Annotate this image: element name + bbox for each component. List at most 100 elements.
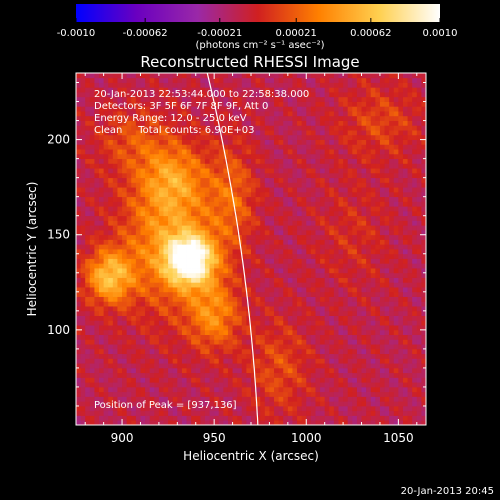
- heatmap-cell: [251, 96, 257, 102]
- heatmap-cell: [80, 163, 86, 169]
- heatmap-cell: [76, 158, 82, 164]
- heatmap-cell: [264, 405, 270, 412]
- heatmap-cell: [117, 73, 123, 79]
- heatmap-cell: [375, 144, 381, 150]
- heatmap-cell: [145, 296, 151, 302]
- heatmap-cell: [149, 130, 155, 136]
- heatmap-cell: [347, 220, 353, 226]
- heatmap-cell: [283, 320, 289, 326]
- heatmap-cell: [333, 96, 339, 102]
- heatmap-cell: [154, 401, 160, 407]
- heatmap-cell: [89, 296, 95, 302]
- heatmap-cell: [278, 187, 284, 193]
- heatmap-cell: [200, 415, 206, 421]
- heatmap-cell: [370, 149, 376, 155]
- heatmap-cell: [352, 130, 358, 136]
- heatmap-cell: [117, 244, 123, 250]
- heatmap-cell: [214, 144, 220, 150]
- heatmap-cell: [283, 163, 289, 169]
- heatmap-cell: [131, 191, 137, 198]
- heatmap-cell: [122, 358, 128, 364]
- heatmap-cell: [278, 301, 284, 307]
- heatmap-cell: [370, 196, 376, 202]
- heatmap-cell: [274, 87, 280, 93]
- heatmap-cell: [278, 291, 284, 297]
- heatmap-cell: [324, 377, 330, 383]
- heatmap-cell: [140, 134, 146, 140]
- heatmap-cell: [94, 363, 100, 369]
- heatmap-cell: [214, 92, 220, 98]
- heatmap-cell: [246, 301, 252, 307]
- heatmap-cell: [163, 115, 169, 121]
- heatmap-cell: [154, 272, 160, 278]
- heatmap-cell: [135, 353, 141, 359]
- heatmap-cell: [264, 82, 270, 88]
- heatmap-cell: [320, 367, 326, 374]
- heatmap-cell: [269, 196, 275, 202]
- heatmap-cell: [366, 125, 372, 131]
- heatmap-cell: [223, 239, 229, 245]
- heatmap-cell: [260, 401, 266, 407]
- heatmap-cell: [343, 187, 349, 193]
- heatmap-cell: [255, 391, 261, 397]
- heatmap-cell: [237, 177, 243, 183]
- heatmap-cell: [99, 268, 105, 274]
- heatmap-cell: [103, 344, 109, 350]
- heatmap-cell: [145, 291, 151, 297]
- heatmap-cell: [204, 149, 210, 155]
- heatmap-cell: [76, 153, 82, 160]
- heatmap-cell: [352, 101, 358, 107]
- heatmap-cell: [370, 115, 376, 121]
- heatmap-cell: [149, 168, 155, 174]
- heatmap-cell: [126, 106, 132, 112]
- heatmap-cell: [135, 306, 141, 312]
- heatmap-cell: [103, 244, 109, 250]
- heatmap-cell: [375, 134, 381, 140]
- heatmap-cell: [172, 258, 178, 264]
- heatmap-cell: [181, 405, 187, 412]
- heatmap-cell: [204, 120, 210, 126]
- heatmap-cell: [112, 101, 118, 107]
- heatmap-cell: [112, 234, 118, 240]
- heatmap-cell: [241, 258, 247, 264]
- heatmap-cell: [227, 196, 233, 202]
- heatmap-cell: [223, 115, 229, 121]
- heatmap-cell: [108, 92, 114, 98]
- heatmap-cell: [361, 344, 367, 350]
- heatmap-cell: [140, 405, 146, 412]
- heatmap-cell: [108, 172, 114, 179]
- heatmap-cell: [227, 363, 233, 369]
- heatmap-cell: [333, 153, 339, 160]
- heatmap-cell: [246, 315, 252, 321]
- heatmap-cell: [158, 296, 164, 302]
- heatmap-cell: [103, 377, 109, 383]
- heatmap-cell: [375, 225, 381, 231]
- heatmap-cell: [103, 196, 109, 202]
- heatmap-cell: [260, 177, 266, 183]
- heatmap-cell: [195, 92, 201, 98]
- heatmap-cell: [140, 163, 146, 169]
- heatmap-cell: [237, 244, 243, 250]
- heatmap-cell: [251, 348, 257, 355]
- heatmap-cell: [260, 106, 266, 112]
- heatmap-cell: [108, 348, 114, 355]
- heatmap-cell: [200, 191, 206, 198]
- heatmap-cell: [310, 220, 316, 226]
- heatmap-cell: [158, 344, 164, 350]
- heatmap-cell: [274, 158, 280, 164]
- heatmap-cell: [177, 329, 183, 336]
- heatmap-cell: [186, 172, 192, 179]
- heatmap-cell: [76, 210, 82, 217]
- heatmap-cell: [361, 339, 367, 345]
- heatmap-cell: [269, 163, 275, 169]
- heatmap-cell: [94, 410, 100, 416]
- heatmap-cell: [379, 215, 385, 221]
- heatmap-cell: [85, 106, 91, 112]
- heatmap-cell: [204, 115, 210, 121]
- heatmap-cell: [352, 177, 358, 183]
- heatmap-cell: [140, 87, 146, 93]
- heatmap-cell: [76, 106, 82, 112]
- heatmap-cell: [103, 420, 109, 425]
- heatmap-cell: [145, 244, 151, 250]
- heatmap-cell: [361, 410, 367, 416]
